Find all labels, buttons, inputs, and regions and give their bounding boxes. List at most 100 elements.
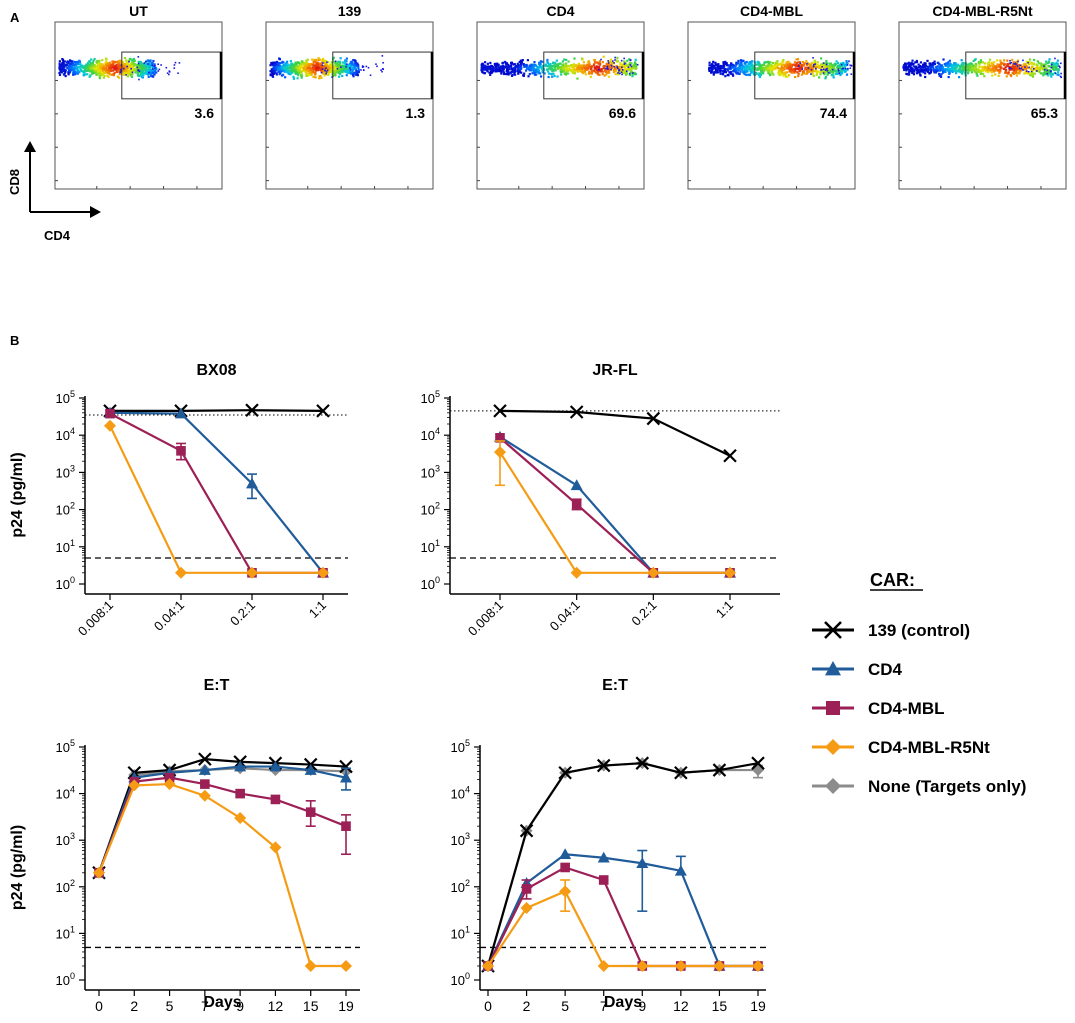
flow-event [1009,74,1012,77]
flow-event [1018,67,1021,70]
series-line-c139 [486,762,759,967]
flow-event [772,67,775,70]
flow-event [131,73,134,76]
marker-mbl [598,875,609,885]
flow-event [153,70,156,73]
flow-event [541,67,544,70]
flow-event [1007,72,1010,75]
flow-event [518,67,521,71]
flow-event [1000,61,1003,65]
flow-event [596,68,599,72]
flow-event [570,70,573,73]
flow-event [323,64,326,68]
flow-event [578,64,581,67]
flow-event [724,60,727,63]
flow-event [934,70,938,73]
flow-event [814,60,817,64]
flow-event [505,62,508,65]
flow-event [794,64,797,67]
flow-event [136,67,139,71]
flow-plot-frame [476,21,645,190]
flow-event [798,65,800,67]
y-tick-base: 10 [451,787,465,802]
flow-event [78,71,81,74]
flow-event [101,69,105,72]
flow-event [775,63,778,66]
x-tick-label: 12 [673,998,689,1014]
legend-marker-r5nt [825,739,841,755]
flow-events [58,56,181,81]
flow-event [285,70,288,73]
flow-event [1042,74,1045,77]
flow-event [511,62,514,65]
flow-event [357,68,360,71]
flow-event [601,73,604,76]
flow-event [988,58,992,61]
flow-event [573,57,576,60]
y-tick-label: 101 [421,538,440,555]
flow-event [747,62,751,65]
flow-event [625,72,628,76]
flow-event [116,75,119,78]
flow-event [911,63,914,66]
flow-event [944,64,947,67]
flow-event [711,63,714,66]
flow-event [924,72,927,75]
flow-event [719,72,722,75]
x-axis-label: Days [203,994,241,1011]
marker-r5nt [570,566,583,579]
flow-event [67,71,70,74]
flow-event [933,60,936,63]
flow-event [82,66,85,69]
flow-event [309,66,312,69]
flow-event [708,69,711,72]
flow-event [931,63,934,67]
flow-event [844,67,847,70]
flow-event [72,73,75,76]
flow-event [725,68,728,71]
flow-event [71,60,74,63]
y-tick-label: 104 [451,785,470,802]
flow-event [106,68,109,71]
flow-event [66,66,69,70]
flow-event [823,71,827,74]
flow-event [772,73,775,76]
flow-event [1056,68,1059,71]
flow-event [728,71,731,74]
flow-event [1020,64,1023,67]
flow-event [154,66,158,69]
flow-event [130,74,133,77]
flow-event [938,68,941,72]
flow-event [999,63,1002,66]
flow-event [731,63,734,66]
flow-event [493,63,497,66]
flow-event [602,67,606,70]
flow-event [785,71,788,74]
flow-event [997,74,1000,77]
flow-event [562,70,566,73]
flow-event [820,57,823,60]
flow-event [711,69,714,72]
marker-c139 [519,823,534,838]
flow-event [71,68,74,71]
marker-r5nt [636,959,649,972]
flow-event [78,63,81,66]
flow-event [1044,63,1047,66]
flow-event [733,68,736,71]
flow-event [520,67,523,70]
flow-event [300,76,303,79]
flow-event [1043,71,1046,74]
marker-r5nt [163,778,176,791]
flow-event [132,64,135,67]
x-tick-label: 5 [166,998,174,1014]
flow-event [780,66,783,69]
flow-event [78,60,82,63]
flow-event [915,59,918,63]
flow-event [951,70,954,74]
flow-event [510,61,513,65]
flow-event [975,71,978,74]
y-tick-base: 10 [451,973,465,988]
marker-r5nt [317,566,329,579]
y-tick-exponent: 4 [465,785,470,795]
flow-event [793,61,797,64]
